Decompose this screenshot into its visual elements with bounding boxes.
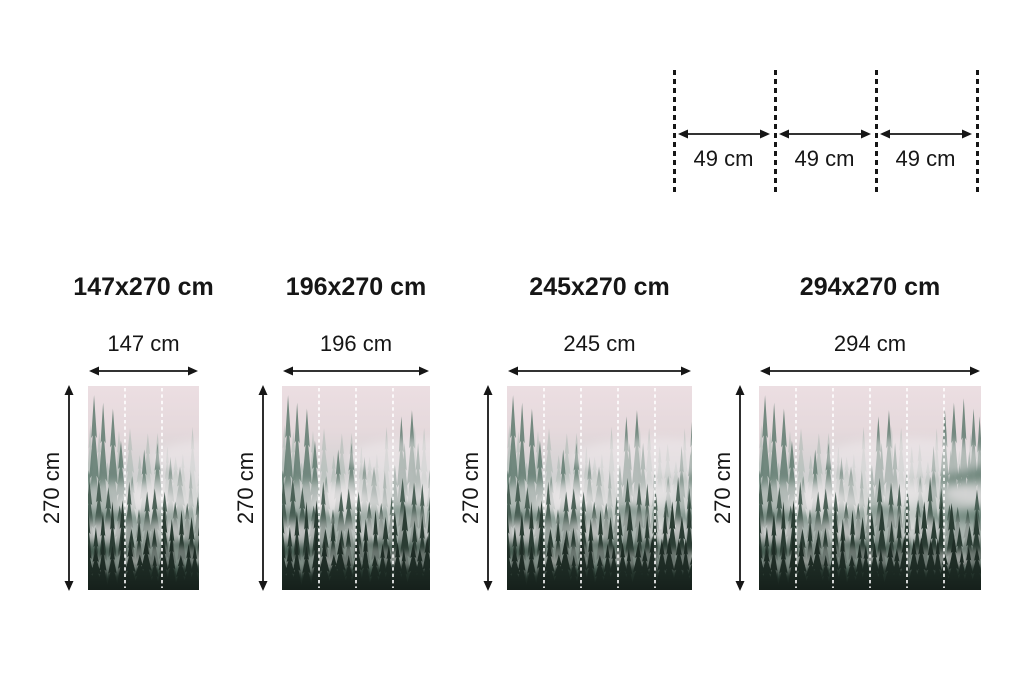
width-arrow	[508, 366, 691, 376]
roll-edge-line	[774, 70, 777, 196]
width-dimension-label: 245 cm	[563, 331, 636, 356]
roll-width-label: 49 cm	[693, 146, 754, 171]
width-dimension-label: 196 cm	[319, 331, 393, 356]
roll-width-arrow	[778, 129, 871, 139]
panel-seam-lines	[124, 388, 163, 588]
width-arrow	[760, 366, 980, 376]
panel-seam-lines	[795, 388, 945, 588]
size-variant-title: 147x270 cm	[73, 273, 214, 301]
width-dimension-label: 147 cm	[107, 331, 180, 356]
roll-edge-line	[673, 70, 676, 196]
size-variant-title: 196x270 cm	[285, 273, 427, 301]
roll-width-arrow	[677, 129, 770, 139]
panel-seam-lines	[543, 388, 656, 588]
roll-width-arrow	[879, 129, 972, 139]
mural-image	[282, 386, 430, 590]
roll-width-label: 49 cm	[895, 146, 956, 171]
width-arrow	[89, 366, 198, 376]
width-dimension-label: 294 cm	[833, 331, 907, 356]
height-arrow	[735, 385, 745, 591]
height-arrow	[64, 385, 74, 591]
mural-image	[759, 386, 981, 590]
height-arrow	[258, 385, 268, 591]
mural-image	[88, 386, 199, 590]
mural-image	[507, 386, 692, 590]
panel-seam-lines	[318, 388, 394, 588]
size-variant-title: 245x270 cm	[529, 273, 670, 301]
width-arrow	[283, 366, 429, 376]
roll-edge-line	[976, 70, 979, 196]
roll-width-label: 49 cm	[794, 146, 855, 171]
height-arrow	[483, 385, 493, 591]
size-variant-title: 294x270 cm	[799, 273, 941, 301]
roll-edge-line	[875, 70, 878, 196]
